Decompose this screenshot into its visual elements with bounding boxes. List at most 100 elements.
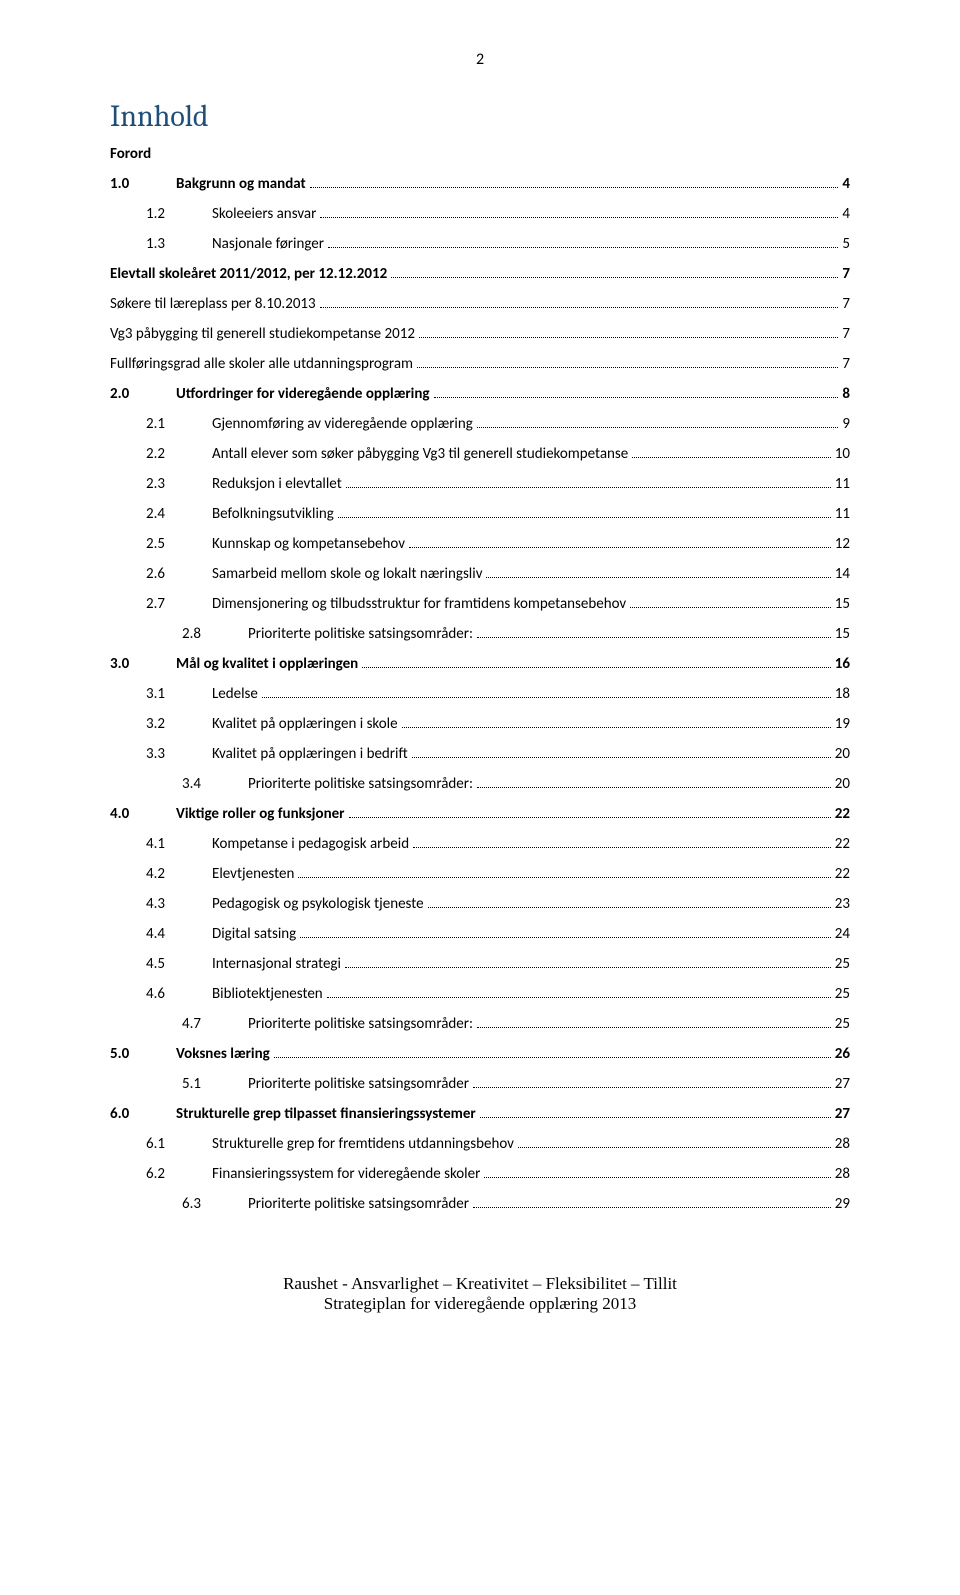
toc-dot-leader xyxy=(362,655,831,668)
toc-entry[interactable]: Elevtall skoleåret 2011/2012, per 12.12.… xyxy=(110,262,850,286)
toc-dot-leader xyxy=(409,535,831,548)
toc-entry-label: Kvalitet på opplæringen i bedrift xyxy=(212,742,408,766)
toc-entry[interactable]: 2.5Kunnskap og kompetansebehov12 xyxy=(110,532,850,556)
toc-dot-leader xyxy=(320,205,838,218)
toc-entry-number: 5.0 xyxy=(110,1042,176,1066)
toc-entry-number: 3.2 xyxy=(146,712,212,736)
toc-entry[interactable]: 4.2Elevtjenesten22 xyxy=(110,862,850,886)
toc-entry-page: 22 xyxy=(835,832,850,856)
toc-entry-number: 6.2 xyxy=(146,1162,212,1186)
toc-entry[interactable]: 4.5Internasjonal strategi25 xyxy=(110,952,850,976)
toc-entry[interactable]: 5.0Voksnes læring26 xyxy=(110,1042,850,1066)
toc-entry-number: 1.0 xyxy=(110,172,176,196)
toc-entry[interactable]: Søkere til læreplass per 8.10.20137 xyxy=(110,292,850,316)
toc-entry-label: Fullføringsgrad alle skoler alle utdanni… xyxy=(110,352,413,376)
toc-entry-page: 14 xyxy=(835,562,850,586)
toc-entry-label: Utfordringer for videregående opplæring xyxy=(176,382,430,406)
toc-entry-page: 24 xyxy=(835,922,850,946)
toc-entry-page: 8 xyxy=(842,382,850,406)
toc-entry[interactable]: 2.3Reduksjon i elevtallet11 xyxy=(110,472,850,496)
toc-entry-page: 25 xyxy=(835,952,850,976)
toc-entry[interactable]: 2.6Samarbeid mellom skole og lokalt næri… xyxy=(110,562,850,586)
toc-entry[interactable]: 3.1Ledelse18 xyxy=(110,682,850,706)
toc-entry-number: 4.7 xyxy=(182,1012,248,1036)
toc-entry-label: Vg3 påbygging til generell studiekompeta… xyxy=(110,322,415,346)
toc-dot-leader xyxy=(328,235,838,248)
toc-entry[interactable]: 3.4Prioriterte politiske satsingsområder… xyxy=(110,772,850,796)
toc-entry[interactable]: 2.1Gjennomføring av videregående opplæri… xyxy=(110,412,850,436)
toc-entry-page: 4 xyxy=(842,172,850,196)
toc-entry-number: 2.4 xyxy=(146,502,212,526)
toc-entry-number: 2.5 xyxy=(146,532,212,556)
toc-entry-number: 1.2 xyxy=(146,202,212,226)
toc-entry[interactable]: 4.1Kompetanse i pedagogisk arbeid 22 xyxy=(110,832,850,856)
toc-entry[interactable]: 2.8Prioriterte politiske satsingsområder… xyxy=(110,622,850,646)
toc-dot-leader xyxy=(477,1015,831,1028)
toc-dot-leader xyxy=(300,925,831,938)
toc-entry[interactable]: 4.6Bibliotektjenesten25 xyxy=(110,982,850,1006)
toc-dot-leader xyxy=(391,265,838,278)
toc-entry[interactable]: 1.3Nasjonale føringer5 xyxy=(110,232,850,256)
toc-entry-page: 18 xyxy=(835,682,850,706)
toc-entry-label: Bakgrunn og mandat xyxy=(176,172,306,196)
toc-entry-number: 4.3 xyxy=(146,892,212,916)
toc-entry-number: 3.3 xyxy=(146,742,212,766)
toc-entry-label: Elevtjenesten xyxy=(212,862,294,886)
toc-entry[interactable]: Forord xyxy=(110,142,850,166)
toc-entry-page: 10 xyxy=(835,442,850,466)
toc-entry[interactable]: Vg3 påbygging til generell studiekompeta… xyxy=(110,322,850,346)
toc-dot-leader xyxy=(419,325,838,338)
toc-entry[interactable]: 2.4Befolkningsutvikling11 xyxy=(110,502,850,526)
toc-entry-label: Prioriterte politiske satsingsområder: xyxy=(248,622,473,646)
footer-line-2: Strategiplan for videregående opplæring … xyxy=(110,1294,850,1314)
toc-entry-label: Samarbeid mellom skole og lokalt nærings… xyxy=(212,562,482,586)
toc-entry-page: 22 xyxy=(835,802,850,826)
toc-entry[interactable]: 1.0Bakgrunn og mandat 4 xyxy=(110,172,850,196)
toc-entry[interactable]: 4.7Prioriterte politiske satsingsområder… xyxy=(110,1012,850,1036)
toc-entry-label: Kompetanse i pedagogisk arbeid xyxy=(212,832,409,856)
toc-dot-leader xyxy=(477,775,831,788)
toc-entry[interactable]: 3.3Kvalitet på opplæringen i bedrift20 xyxy=(110,742,850,766)
toc-entry[interactable]: 4.3Pedagogisk og psykologisk tjeneste23 xyxy=(110,892,850,916)
toc-entry-label: Mål og kvalitet i opplæringen xyxy=(176,652,358,676)
toc-entry[interactable]: 6.0Strukturelle grep tilpasset finansier… xyxy=(110,1102,850,1126)
toc-entry-page: 16 xyxy=(835,652,850,676)
toc-entry[interactable]: 4.4Digital satsing24 xyxy=(110,922,850,946)
toc-entry-label: Prioriterte politiske satsingsområder: xyxy=(248,1012,473,1036)
toc-heading: Innhold xyxy=(110,99,850,134)
toc-entry-number: 2.0 xyxy=(110,382,176,406)
toc-entry-label: Strukturelle grep tilpasset finansiering… xyxy=(176,1102,476,1126)
toc-entry-number: 4.5 xyxy=(146,952,212,976)
toc-entry[interactable]: 6.3Prioriterte politiske satsingsområder… xyxy=(110,1192,850,1216)
toc-entry-page: 25 xyxy=(835,982,850,1006)
toc-entry-number: 2.3 xyxy=(146,472,212,496)
toc-entry[interactable]: 4.0Viktige roller og funksjoner22 xyxy=(110,802,850,826)
toc-entry-page: 11 xyxy=(835,472,850,496)
toc-entry[interactable]: 5.1Prioriterte politiske satsingsområder… xyxy=(110,1072,850,1096)
toc-dot-leader xyxy=(518,1135,831,1148)
footer-line-1: Raushet - Ansvarlighet – Kreativitet – F… xyxy=(110,1274,850,1294)
toc-entry-number: 6.1 xyxy=(146,1132,212,1156)
toc-dot-leader xyxy=(486,565,830,578)
page-footer: Raushet - Ansvarlighet – Kreativitet – F… xyxy=(110,1274,850,1314)
toc-entry[interactable]: 2.7Dimensjonering og tilbudsstruktur for… xyxy=(110,592,850,616)
toc-entry-label: Strukturelle grep for fremtidens utdanni… xyxy=(212,1132,514,1156)
toc-entry[interactable]: 1.2Skoleeiers ansvar4 xyxy=(110,202,850,226)
toc-entry[interactable]: 3.0Mål og kvalitet i opplæringen16 xyxy=(110,652,850,676)
toc-entry-page: 28 xyxy=(835,1162,850,1186)
toc-entry-page: 27 xyxy=(835,1102,850,1126)
toc-entry[interactable]: 3.2Kvalitet på opplæringen i skole19 xyxy=(110,712,850,736)
toc-entry[interactable]: 6.1Strukturelle grep for fremtidens utda… xyxy=(110,1132,850,1156)
toc-entry[interactable]: Fullføringsgrad alle skoler alle utdanni… xyxy=(110,352,850,376)
toc-entry[interactable]: 6.2Finansieringssystem for videregående … xyxy=(110,1162,850,1186)
toc-entry[interactable]: 2.0Utfordringer for videregående opplæri… xyxy=(110,382,850,406)
toc-dot-leader xyxy=(262,685,831,698)
toc-entry[interactable]: 2.2Antall elever som søker påbygging Vg3… xyxy=(110,442,850,466)
toc-entry-label: Elevtall skoleåret 2011/2012, per 12.12.… xyxy=(110,262,387,286)
toc-dot-leader xyxy=(274,1045,831,1058)
toc-dot-leader xyxy=(477,415,839,428)
toc-entry-page: 25 xyxy=(835,1012,850,1036)
toc-entry-page: 29 xyxy=(835,1192,850,1216)
toc-entry-number: 4.1 xyxy=(146,832,212,856)
toc-dot-leader xyxy=(298,865,830,878)
